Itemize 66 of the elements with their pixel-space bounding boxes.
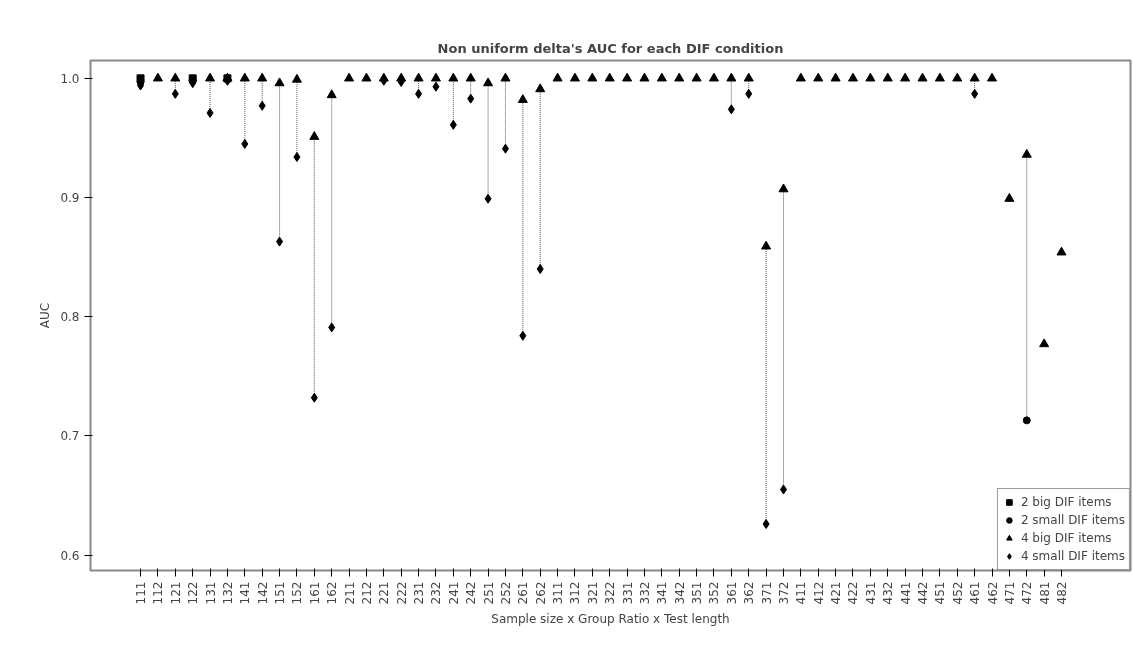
- x-tick-label: 472: [1020, 581, 1035, 605]
- x-tick-label: 232: [429, 581, 444, 605]
- x-tick-label: 412: [811, 581, 826, 605]
- x-tick-label: 162: [325, 581, 340, 605]
- x-tick-label: 212: [359, 581, 374, 605]
- x-axis-title: Sample size x Group Ratio x Test length: [491, 612, 730, 627]
- x-tick-label: 441: [898, 581, 913, 605]
- x-tick-label: 452: [950, 581, 965, 605]
- x-tick-label: 161: [307, 581, 322, 605]
- y-tick-label: 0.7: [60, 429, 80, 444]
- x-tick-label: 481: [1037, 581, 1052, 605]
- x-tick-label: 141: [238, 581, 253, 605]
- y-tick-label: 0.8: [60, 310, 80, 325]
- x-tick-label: 332: [637, 581, 652, 605]
- legend-label: 2 small DIF items: [1020, 512, 1125, 529]
- x-tick-label: 311: [551, 581, 566, 605]
- x-tick-label: 241: [446, 581, 461, 605]
- y-axis-title: AUC: [38, 302, 53, 329]
- x-tick-label: 251: [481, 581, 496, 605]
- x-tick-label: 411: [794, 581, 809, 605]
- legend-label: 4 big DIF items: [1020, 530, 1112, 547]
- x-tick-label: 261: [516, 581, 531, 605]
- x-tick-label: 231: [412, 581, 427, 605]
- x-tick-label: 371: [759, 581, 774, 605]
- x-tick-label: 422: [846, 581, 861, 605]
- x-tick-label: 322: [603, 581, 618, 605]
- x-tick-label: 221: [377, 581, 392, 605]
- x-tick-label: 151: [273, 581, 288, 605]
- y-tick-label: 0.6: [60, 548, 80, 563]
- x-tick-label: 331: [620, 581, 635, 605]
- x-tick-label: 222: [394, 581, 409, 605]
- chart-title: Non uniform delta's AUC for each DIF condition: [437, 40, 784, 56]
- x-tick-label: 312: [568, 581, 583, 605]
- x-tick-label: 142: [255, 581, 270, 605]
- x-tick-label: 122: [186, 581, 201, 605]
- x-tick-label: 211: [342, 581, 357, 605]
- x-tick-label: 442: [916, 581, 930, 605]
- x-tick-label: 482: [1055, 581, 1070, 605]
- x-tick-label: 341: [655, 581, 670, 605]
- legend-label: 2 big DIF items: [1020, 494, 1112, 511]
- y-tick-label: 0.9: [60, 191, 80, 206]
- x-tick-label: 471: [1002, 581, 1017, 605]
- x-tick-label: 451: [933, 581, 948, 605]
- x-tick-label: 352: [707, 581, 722, 605]
- x-tick-label: 361: [724, 581, 739, 605]
- x-tick-label: 462: [985, 581, 1000, 605]
- legend-label: 4 small DIF items: [1020, 548, 1125, 565]
- x-tick-label: 242: [464, 581, 479, 605]
- y-tick-label: 1.0: [60, 71, 80, 86]
- x-tick-label: 432: [881, 581, 896, 605]
- x-tick-label: 262: [533, 581, 548, 605]
- x-tick-label: 421: [829, 581, 844, 605]
- x-tick-label: 131: [203, 581, 218, 605]
- x-tick-label: 362: [742, 581, 757, 605]
- x-tick-label: 431: [863, 581, 878, 605]
- x-tick-label: 321: [585, 581, 600, 605]
- x-tick-label: 121: [168, 581, 183, 605]
- x-tick-label: 152: [290, 581, 305, 605]
- x-tick-label: 111: [134, 581, 149, 605]
- x-tick-label: 252: [498, 581, 513, 605]
- x-tick-label: 342: [672, 581, 687, 605]
- x-tick-label: 351: [690, 581, 705, 605]
- x-tick-label: 132: [220, 581, 235, 605]
- x-tick-label: 112: [151, 581, 166, 605]
- x-tick-label: 461: [968, 581, 983, 605]
- x-tick-label: 372: [776, 581, 791, 605]
